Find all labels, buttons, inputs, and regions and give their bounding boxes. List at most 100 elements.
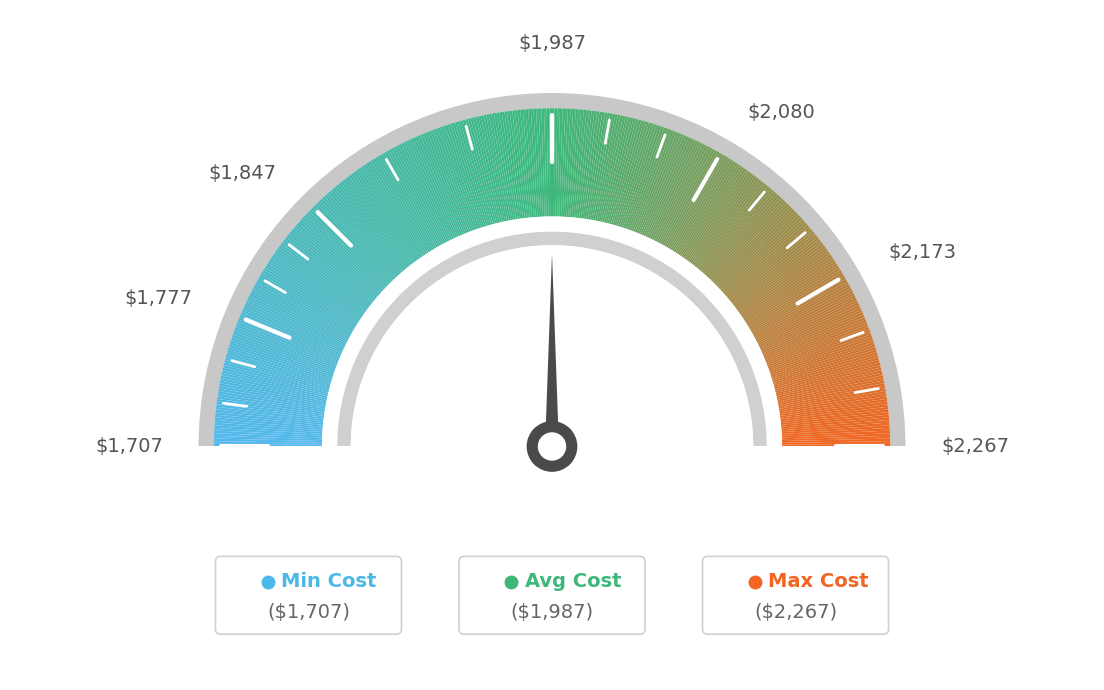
Wedge shape: [655, 144, 705, 242]
Wedge shape: [581, 111, 597, 219]
Wedge shape: [774, 355, 879, 386]
Wedge shape: [678, 164, 740, 255]
Wedge shape: [546, 108, 550, 217]
Wedge shape: [739, 248, 827, 313]
Wedge shape: [753, 282, 848, 335]
Wedge shape: [749, 272, 843, 329]
Wedge shape: [714, 207, 793, 285]
Wedge shape: [757, 293, 854, 344]
Wedge shape: [297, 223, 380, 296]
Wedge shape: [672, 158, 731, 251]
Wedge shape: [641, 135, 687, 235]
Wedge shape: [613, 120, 644, 225]
Wedge shape: [774, 357, 879, 388]
Wedge shape: [332, 188, 404, 272]
Wedge shape: [266, 263, 359, 323]
Wedge shape: [222, 370, 328, 396]
Wedge shape: [382, 152, 438, 248]
Wedge shape: [554, 108, 558, 217]
Wedge shape: [351, 172, 417, 262]
Wedge shape: [257, 279, 352, 334]
Wedge shape: [240, 315, 340, 358]
Wedge shape: [782, 428, 890, 435]
Wedge shape: [259, 275, 354, 331]
Wedge shape: [465, 119, 495, 224]
Wedge shape: [531, 109, 540, 217]
Wedge shape: [782, 439, 890, 443]
Text: $1,707: $1,707: [95, 437, 163, 456]
Wedge shape: [577, 110, 592, 218]
Wedge shape: [773, 350, 877, 382]
Wedge shape: [429, 130, 470, 232]
Wedge shape: [328, 191, 401, 274]
Wedge shape: [528, 109, 538, 217]
Wedge shape: [295, 225, 379, 297]
Wedge shape: [779, 391, 887, 411]
Wedge shape: [681, 167, 744, 257]
Wedge shape: [216, 404, 323, 420]
Wedge shape: [650, 141, 699, 239]
Wedge shape: [707, 196, 782, 277]
Wedge shape: [631, 129, 671, 231]
Wedge shape: [761, 302, 859, 351]
Wedge shape: [458, 121, 489, 226]
Wedge shape: [734, 239, 821, 307]
Wedge shape: [401, 143, 450, 241]
Wedge shape: [231, 337, 335, 374]
Wedge shape: [669, 155, 726, 249]
Wedge shape: [278, 246, 367, 311]
Wedge shape: [654, 143, 703, 241]
Wedge shape: [274, 252, 364, 316]
Text: $2,173: $2,173: [889, 243, 956, 262]
Wedge shape: [405, 141, 454, 239]
Wedge shape: [389, 149, 443, 245]
Wedge shape: [493, 113, 514, 220]
Wedge shape: [342, 179, 411, 266]
Wedge shape: [648, 139, 696, 238]
Wedge shape: [349, 175, 415, 262]
Wedge shape: [644, 136, 689, 236]
Wedge shape: [214, 431, 322, 437]
Wedge shape: [606, 117, 634, 224]
Wedge shape: [782, 433, 890, 440]
Text: Avg Cost: Avg Cost: [524, 572, 622, 591]
Wedge shape: [782, 441, 890, 444]
Wedge shape: [763, 310, 862, 355]
Wedge shape: [756, 290, 853, 342]
Wedge shape: [779, 393, 887, 413]
Wedge shape: [330, 189, 403, 273]
Wedge shape: [225, 357, 330, 388]
Wedge shape: [618, 122, 651, 226]
Wedge shape: [227, 350, 331, 382]
Wedge shape: [715, 209, 795, 286]
Wedge shape: [537, 108, 543, 217]
Wedge shape: [319, 200, 394, 280]
Wedge shape: [252, 288, 349, 340]
Wedge shape: [586, 112, 605, 219]
Wedge shape: [766, 324, 869, 365]
Wedge shape: [227, 347, 332, 381]
Wedge shape: [286, 235, 372, 304]
Wedge shape: [237, 319, 339, 362]
Wedge shape: [730, 231, 815, 302]
Wedge shape: [541, 108, 546, 217]
Wedge shape: [355, 170, 420, 259]
Wedge shape: [460, 120, 491, 225]
Wedge shape: [698, 184, 767, 269]
Wedge shape: [693, 179, 762, 266]
Wedge shape: [754, 286, 851, 339]
Wedge shape: [742, 257, 834, 319]
Wedge shape: [561, 108, 567, 217]
Wedge shape: [304, 215, 384, 290]
Polygon shape: [44, 446, 1060, 690]
Wedge shape: [268, 261, 360, 322]
Wedge shape: [708, 198, 784, 279]
Wedge shape: [712, 204, 789, 283]
Wedge shape: [244, 305, 343, 352]
Wedge shape: [219, 386, 326, 407]
Wedge shape: [425, 132, 467, 233]
Wedge shape: [766, 322, 868, 364]
Wedge shape: [701, 189, 774, 273]
Wedge shape: [776, 368, 881, 395]
Wedge shape: [417, 135, 463, 235]
